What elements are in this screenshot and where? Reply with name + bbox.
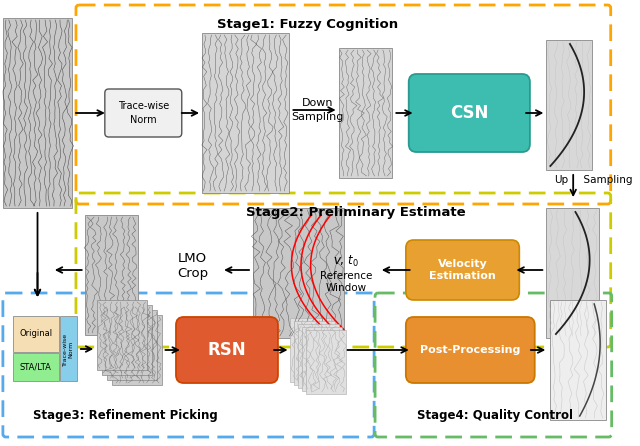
Text: Trace-wise
Norm: Trace-wise Norm bbox=[63, 332, 74, 366]
Bar bbox=[3, 18, 72, 208]
Text: Stage4: Quality Control: Stage4: Quality Control bbox=[417, 409, 573, 422]
Text: Velocity
Estimation: Velocity Estimation bbox=[429, 259, 496, 281]
Text: $v$, $t_0$: $v$, $t_0$ bbox=[333, 253, 359, 268]
Text: Sampling: Sampling bbox=[577, 175, 632, 185]
Text: Crop: Crop bbox=[177, 267, 208, 280]
Bar bbox=[111, 315, 161, 385]
FancyBboxPatch shape bbox=[406, 317, 534, 383]
Text: Stage2: Preliminary Estimate: Stage2: Preliminary Estimate bbox=[246, 206, 466, 219]
Bar bbox=[13, 353, 59, 381]
Text: Stage3: Refinement Picking: Stage3: Refinement Picking bbox=[33, 409, 218, 422]
Text: Up: Up bbox=[554, 175, 568, 185]
Text: Sampling: Sampling bbox=[291, 112, 344, 122]
Text: CSN: CSN bbox=[450, 104, 488, 122]
Text: STA/LTA: STA/LTA bbox=[20, 363, 52, 372]
Bar bbox=[107, 310, 157, 380]
Text: Original: Original bbox=[19, 330, 52, 339]
Bar bbox=[294, 321, 335, 385]
Bar bbox=[547, 40, 593, 170]
Bar bbox=[550, 300, 606, 420]
Text: Reference: Reference bbox=[320, 271, 372, 281]
FancyBboxPatch shape bbox=[409, 74, 530, 152]
FancyBboxPatch shape bbox=[105, 89, 182, 137]
Text: RSN: RSN bbox=[207, 341, 246, 359]
Bar bbox=[291, 318, 331, 382]
Text: Window: Window bbox=[326, 283, 367, 293]
FancyBboxPatch shape bbox=[406, 240, 519, 300]
Bar bbox=[84, 215, 138, 335]
Text: LMO: LMO bbox=[178, 252, 207, 264]
Text: Down: Down bbox=[301, 98, 333, 108]
Bar bbox=[547, 208, 599, 338]
Text: Post-Processing: Post-Processing bbox=[420, 345, 520, 355]
Bar bbox=[97, 300, 147, 370]
Text: Stage1: Fuzzy Cognition: Stage1: Fuzzy Cognition bbox=[217, 18, 398, 31]
Polygon shape bbox=[253, 208, 344, 338]
Bar bbox=[13, 316, 59, 352]
Bar bbox=[60, 316, 77, 381]
Bar bbox=[202, 33, 289, 193]
Text: Trace-wise
Norm: Trace-wise Norm bbox=[118, 101, 169, 124]
Bar bbox=[302, 327, 342, 391]
Bar bbox=[339, 48, 392, 178]
Bar bbox=[306, 330, 346, 394]
Bar bbox=[298, 324, 339, 388]
FancyBboxPatch shape bbox=[176, 317, 278, 383]
Bar bbox=[102, 305, 152, 375]
